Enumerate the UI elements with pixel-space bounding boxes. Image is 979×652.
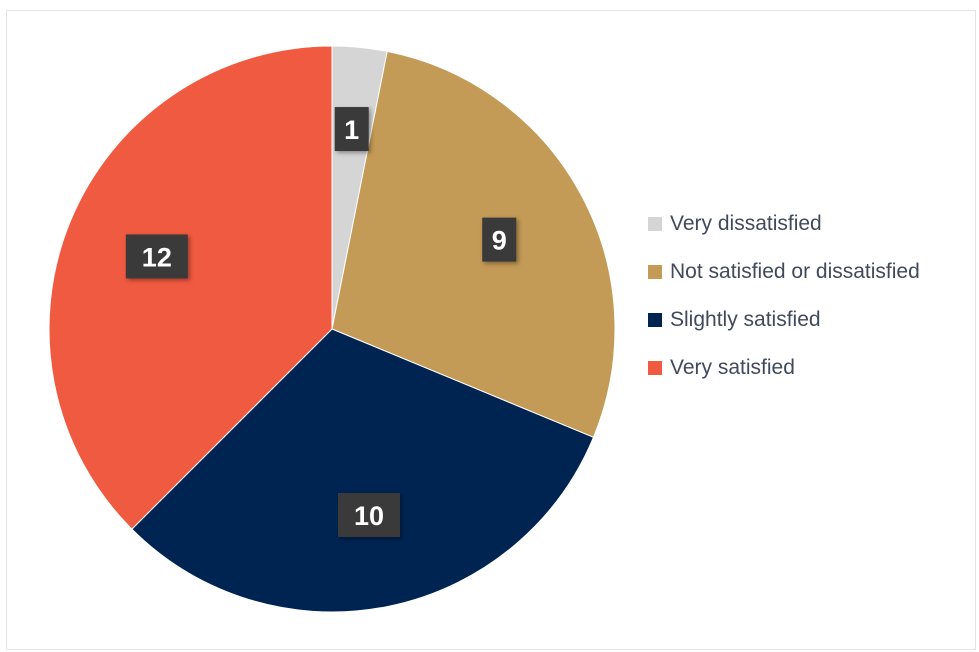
data-label: 9 <box>482 217 517 262</box>
legend-swatch <box>648 361 662 375</box>
data-label-text: 10 <box>354 501 384 531</box>
pie-slice-not-satisfied-or-dissatisfied <box>331 50 616 438</box>
legend-label: Not satisfied or dissatisfied <box>670 260 920 283</box>
data-label-text: 1 <box>344 115 359 145</box>
legend-item-very-satisfied: Very satisfied <box>648 344 920 392</box>
data-label-box <box>334 107 369 152</box>
legend-swatch <box>648 265 662 279</box>
data-label: 10 <box>337 492 400 537</box>
chart-legend: Very dissatisfied Not satisfied or dissa… <box>648 200 920 392</box>
legend-label: Very satisfied <box>670 356 795 379</box>
legend-swatch <box>648 217 662 231</box>
data-label-text: 12 <box>142 242 172 272</box>
data-label-box <box>125 234 188 279</box>
legend-swatch <box>648 313 662 327</box>
pie-slices <box>48 45 616 613</box>
pie-slice-very-satisfied <box>48 45 333 530</box>
pie-slice-slightly-satisfied <box>131 328 595 613</box>
data-label-text: 9 <box>492 226 507 256</box>
legend-label: Very dissatisfied <box>670 212 822 235</box>
data-label-box <box>337 492 400 537</box>
data-label: 1 <box>334 107 369 152</box>
legend-item-not-satisfied-or-dissatisfied: Not satisfied or dissatisfied <box>648 248 920 296</box>
data-label-box <box>482 217 517 262</box>
data-label: 12 <box>125 234 188 279</box>
legend-label: Slightly satisfied <box>670 308 821 331</box>
legend-item-very-dissatisfied: Very dissatisfied <box>648 200 920 248</box>
pie-data-labels: 1 9 10 12 <box>125 107 517 537</box>
legend-item-slightly-satisfied: Slightly satisfied <box>648 296 920 344</box>
